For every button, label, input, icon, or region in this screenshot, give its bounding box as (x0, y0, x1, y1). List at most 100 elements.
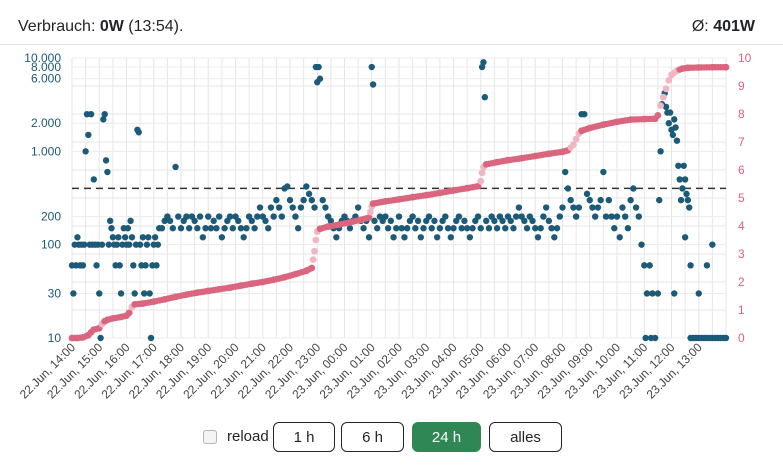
energy-point (583, 125, 591, 133)
power-point (85, 131, 92, 139)
power-point (202, 225, 209, 232)
power-point (90, 176, 98, 183)
power-point (390, 234, 397, 241)
y-right-tick-label: 10 (738, 51, 752, 65)
y-right-tick-label: 1 (738, 303, 745, 317)
energy-point (676, 66, 683, 73)
power-point (354, 204, 362, 211)
power-point (523, 225, 531, 232)
power-point (679, 185, 686, 192)
consumption-time: (13:54). (128, 18, 184, 35)
energy-point (305, 266, 313, 273)
power-point (483, 217, 490, 225)
power-point (722, 334, 730, 342)
power-point (106, 217, 114, 225)
power-point (286, 196, 294, 204)
power-point (305, 190, 313, 198)
energy-point (393, 196, 400, 203)
power-point (205, 213, 212, 220)
range-6h-button[interactable]: 6 h (341, 422, 404, 452)
power-point (562, 168, 569, 176)
power-point (493, 225, 501, 232)
energy-point (245, 280, 253, 288)
power-point (262, 217, 269, 225)
energy-point (256, 279, 264, 286)
power-point (194, 225, 201, 232)
energy-point (106, 315, 114, 323)
power-point (93, 262, 100, 269)
energy-point (76, 334, 84, 341)
y-left-tick-label: 10 (48, 331, 62, 345)
power-point (292, 213, 299, 220)
energy-point (82, 333, 89, 340)
y-right-tick-label: 9 (738, 79, 745, 93)
power-point (491, 217, 498, 225)
power-point (676, 176, 683, 183)
power-point (521, 217, 528, 225)
power-point (684, 196, 692, 204)
power-point (147, 334, 155, 342)
power-point (559, 204, 566, 211)
y-left-tick-label: 2.000 (31, 116, 61, 130)
reload-checkbox[interactable] (203, 430, 217, 444)
energy-point (706, 64, 713, 71)
power-point (433, 234, 441, 241)
energy-point (224, 284, 231, 292)
energy-point (312, 236, 320, 244)
power-point (412, 225, 419, 232)
power-point (656, 196, 663, 204)
power-point (126, 241, 133, 248)
power-point (600, 168, 607, 176)
power-point (368, 63, 375, 71)
energy-point (657, 102, 664, 109)
power-point (681, 234, 689, 241)
power-point (97, 334, 104, 342)
power-point (444, 225, 452, 232)
power-point (510, 225, 517, 232)
power-point (480, 59, 487, 66)
power-point (248, 217, 256, 225)
power-point (308, 196, 315, 204)
power-point (113, 241, 121, 248)
power-point (185, 225, 193, 232)
power-point (316, 75, 324, 82)
power-point (572, 213, 580, 220)
energy-point (333, 221, 340, 229)
power-point (425, 213, 433, 220)
power-point (575, 204, 583, 211)
range-1h-button[interactable]: 1 h (273, 422, 335, 452)
power-point (100, 116, 107, 123)
power-point (215, 213, 223, 220)
power-point (602, 213, 610, 220)
power-point (665, 120, 672, 127)
energy-point (309, 256, 317, 263)
consumption-value: 0W (99, 18, 124, 35)
power-point (315, 63, 322, 71)
power-point (654, 290, 662, 297)
power-point (414, 217, 422, 225)
power-point (649, 290, 656, 297)
power-point (237, 225, 245, 232)
energy-point (180, 291, 187, 299)
energy-point (235, 282, 242, 290)
power-point (121, 234, 129, 241)
header-bar: Verbrauch: 0W (13:54). Ø: 401W (0, 0, 783, 45)
power-point (104, 168, 111, 176)
power-point (632, 204, 640, 211)
power-point (87, 110, 95, 118)
power-point (79, 262, 87, 269)
power-point (115, 234, 122, 241)
energy-point (659, 93, 667, 101)
power-point (130, 262, 137, 269)
power-point (393, 225, 400, 232)
power-point (196, 213, 204, 220)
range-all-button[interactable]: alles (489, 422, 562, 452)
energy-point (363, 215, 370, 222)
energy-point (638, 115, 645, 123)
range-24h-button[interactable]: 24 h (412, 422, 481, 452)
energy-point (562, 147, 569, 155)
energy-point (654, 112, 662, 119)
power-point (608, 213, 615, 220)
power-point (142, 262, 149, 269)
consumption-label: Verbrauch: (18, 18, 96, 35)
